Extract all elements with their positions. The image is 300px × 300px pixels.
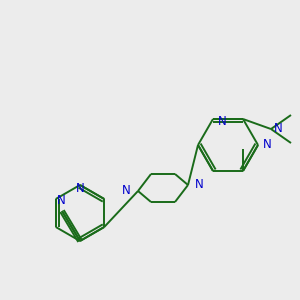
Text: N: N (57, 194, 65, 208)
Text: N: N (263, 139, 272, 152)
Text: N: N (122, 184, 131, 196)
Text: N: N (218, 115, 227, 128)
Text: N: N (195, 178, 204, 190)
Text: N: N (76, 182, 84, 196)
Text: N: N (274, 122, 283, 134)
